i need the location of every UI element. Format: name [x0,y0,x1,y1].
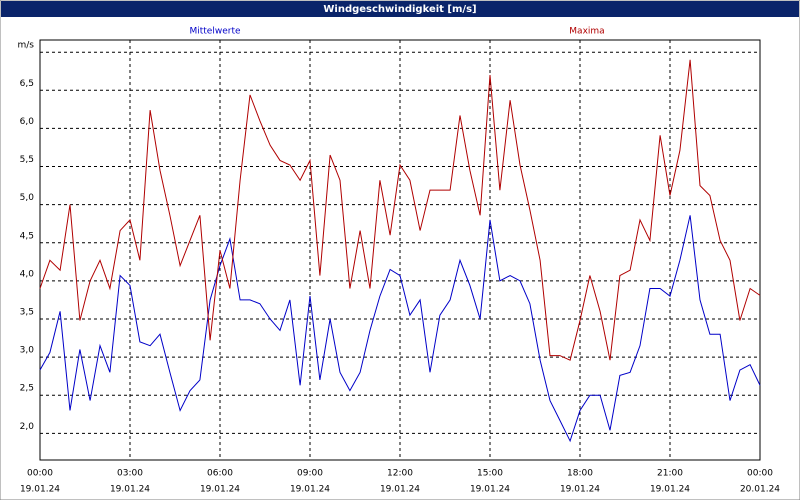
legend-label: Maxima [569,27,604,37]
y-tick-label: 2,5 [20,384,34,394]
x-tick-label: 06:00 [207,469,233,479]
y-tick-label: 5,5 [20,155,34,165]
x-tick-label: 18:00 [567,469,593,479]
x-tick-label: 15:00 [477,469,503,479]
x-tick-date: 19.01.24 [380,485,420,495]
y-tick-label: 4,0 [20,269,35,279]
x-tick-date: 19.01.24 [650,485,690,495]
y-tick-label: 5,0 [20,193,35,203]
series-line [39,215,761,443]
chart-title: Windgeschwindigkeit [m/s] [323,4,476,15]
y-tick-label: 4,5 [20,231,34,241]
x-tick-date: 19.01.24 [290,485,330,495]
y-tick-label: 3,0 [20,346,35,356]
y-tick-label: 3,5 [20,307,34,317]
legend-label: Mittelwerte [189,27,240,37]
x-tick-label: 00:00 [747,469,773,479]
y-tick-label: 6,5 [20,79,34,89]
x-tick-label: 03:00 [117,469,143,479]
plot-border [39,39,761,461]
x-tick-date: 19.01.24 [110,485,150,495]
y-tick-label: 2,0 [20,422,35,432]
x-tick-date: 19.01.24 [560,485,600,495]
y-tick-label: 6,0 [20,117,35,127]
x-tick-label: 00:00 [27,469,53,479]
x-tick-label: 21:00 [657,469,683,479]
x-tick-date: 19.01.24 [200,485,240,495]
x-tick-label: 12:00 [387,469,413,479]
series-line [39,59,761,361]
x-tick-date: 19.01.24 [470,485,510,495]
x-tick-date: 19.01.24 [20,485,60,495]
x-tick-date: 20.01.24 [740,485,780,495]
title-bar [1,1,799,17]
x-tick-label: 09:00 [297,469,323,479]
y-tick-label: m/s [18,41,35,51]
